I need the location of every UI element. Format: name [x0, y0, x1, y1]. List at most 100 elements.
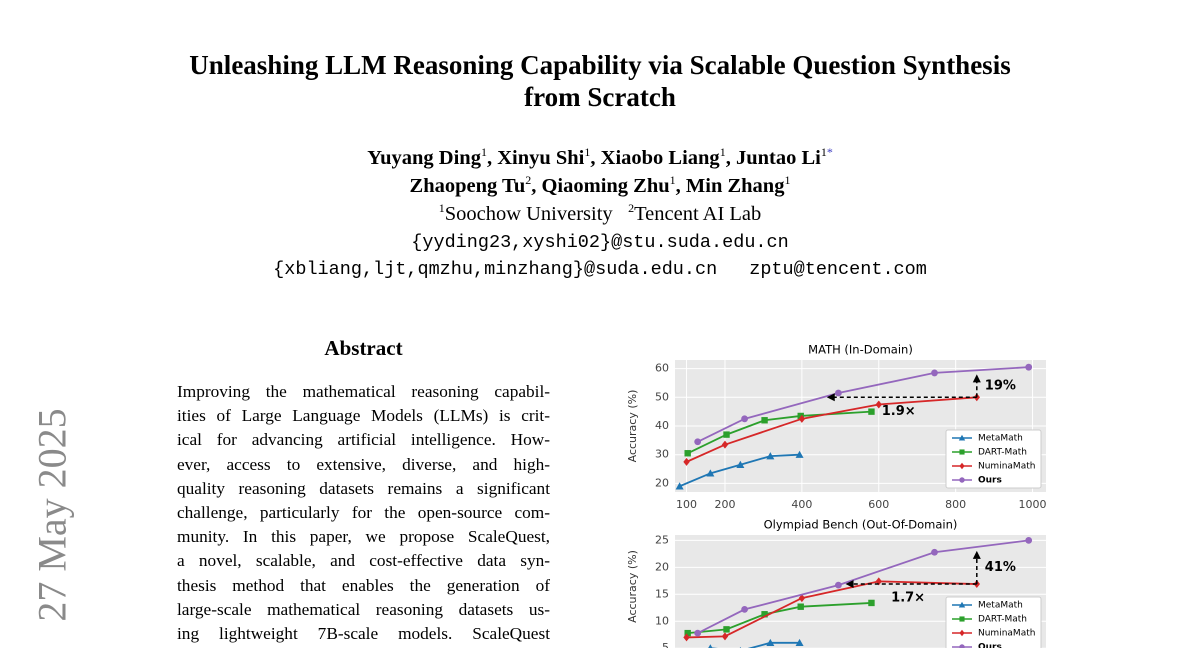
marker [708, 644, 713, 648]
marker [931, 548, 938, 556]
marker [741, 415, 748, 423]
arrow-head [845, 580, 854, 589]
y-tick-label: 5 [662, 641, 669, 648]
abstract-line: large-scale mathematical reasoning datas… [177, 599, 550, 619]
y-tick-label: 20 [655, 560, 669, 573]
marker [959, 644, 965, 648]
marker [761, 417, 768, 424]
marker [766, 452, 775, 460]
legend [945, 596, 1042, 648]
text: Soochow University [444, 203, 629, 225]
abstract-line: ities of Large Language Models (LLMs) is… [177, 406, 550, 426]
email-line: {yyding23,xyshi02}@stu.suda.edu.cn [0, 229, 1200, 256]
marker [875, 577, 882, 586]
marker [959, 449, 965, 455]
marker [931, 369, 938, 377]
marker [721, 440, 729, 449]
marker [723, 626, 730, 633]
abstract-heading: Abstract [324, 336, 403, 360]
abstract-line: challenge, particularly for the open-sou… [177, 503, 550, 523]
superscript: 1 [784, 173, 791, 187]
marker [958, 601, 966, 608]
text: , Min Zhang [675, 175, 785, 197]
abstract-line: Improving the mathematical reasoning cap… [177, 382, 550, 401]
y-tick-label: 50 [655, 390, 669, 403]
marker [834, 389, 842, 397]
superscript: 1 [584, 145, 591, 159]
superscript: 1 [820, 145, 827, 159]
superscript: 2 [525, 173, 532, 187]
abstract-line: ever, access to extensive, diverse, and … [177, 454, 550, 474]
text: , Juntao Li [725, 147, 821, 169]
paper-title: Unleashing LLM Reasoning Capability via … [0, 49, 1200, 113]
marker [684, 450, 691, 457]
abstract-line: a novel, scalable, and cost-effective da… [177, 551, 550, 571]
text: Tencent AI Lab [634, 203, 762, 225]
marker [868, 408, 875, 415]
marker [683, 457, 690, 466]
arrow-head [826, 393, 835, 402]
emails: {yyding23,xyshi02}@stu.suda.edu.cn {xblia… [0, 229, 1200, 283]
series-line [707, 641, 800, 648]
title-line: from Scratch [524, 82, 676, 112]
abstract-line: ing lightweight 7B-scale models. ScaleQu… [177, 624, 550, 644]
marker [875, 400, 882, 409]
gain-label: 19% [985, 378, 1016, 393]
y-tick-label: 60 [655, 362, 669, 375]
arrow-head [972, 374, 981, 383]
x-tick-label: 200 [714, 498, 735, 511]
superscript: 1 [480, 145, 487, 159]
legend-label: NuminaMath [978, 462, 1035, 472]
email: {xbliang,ljt,qmzhu,minzhang}@suda.edu.cn [273, 259, 718, 280]
legend-label: MetaMath [978, 434, 1023, 444]
superscript: 1 [669, 173, 676, 187]
abstract-line: munity. In this paper, we propose ScaleQ… [177, 527, 550, 547]
legend-label: Ours [978, 643, 1002, 648]
arrow-head [972, 550, 981, 559]
text: Yuyang Ding [367, 147, 481, 169]
marker [721, 632, 729, 641]
legend [945, 429, 1042, 489]
marker [675, 482, 684, 490]
legend-label: MetaMath [978, 601, 1023, 611]
marker [706, 469, 715, 477]
marker [958, 434, 966, 441]
marker [959, 629, 965, 637]
text: , Xiaobo Liang [590, 147, 720, 169]
marker [868, 599, 875, 607]
y-tick-label: 25 [655, 533, 669, 546]
legend-label: DART-Math [978, 615, 1027, 625]
marker [795, 638, 804, 647]
abstract-line: quality reasoning datasets remains a sig… [177, 478, 550, 498]
x-tick-label: 1000 [1019, 498, 1047, 511]
marker [694, 438, 702, 446]
abstract-body: Improving the mathematical reasoning cap… [177, 380, 550, 646]
marker [683, 633, 690, 642]
marker [834, 581, 842, 589]
marker [797, 603, 804, 610]
authors: Yuyang Ding1, Xinyu Shi1, Xiaobo Liang1,… [0, 144, 1200, 200]
author-line: Yuyang Ding1, Xinyu Shi1, Xiaobo Liang1,… [0, 144, 1200, 172]
marker [959, 616, 965, 622]
x-tick-label: 800 [945, 498, 966, 511]
email-line: {xbliang,ljt,qmzhu,minzhang}@suda.edu.cn… [0, 256, 1200, 283]
marker [766, 638, 775, 647]
marker [741, 606, 748, 613]
marker [798, 414, 806, 423]
marker [797, 412, 804, 420]
author-line: Zhaopeng Tu2, Qiaoming Zhu1, Min Zhang1 [0, 172, 1200, 200]
marker [959, 462, 965, 470]
y-tick-label: 40 [655, 419, 669, 432]
affiliations: 1Soochow University 2Tencent AI Lab [0, 200, 1200, 228]
text: , Qiaoming Zhu [531, 175, 670, 197]
y-axis-label: Accuracy (%) [626, 550, 639, 623]
title-line: Unleashing LLM Reasoning Capability via … [189, 50, 1011, 80]
y-tick-label: 20 [655, 476, 669, 489]
legend-label: DART-Math [978, 448, 1027, 458]
abstract-line: thesis method that enables the generatio… [177, 575, 550, 595]
y-axis-label: Accuracy (%) [626, 390, 639, 463]
marker [1025, 536, 1033, 544]
superscript: 1 [719, 145, 726, 159]
